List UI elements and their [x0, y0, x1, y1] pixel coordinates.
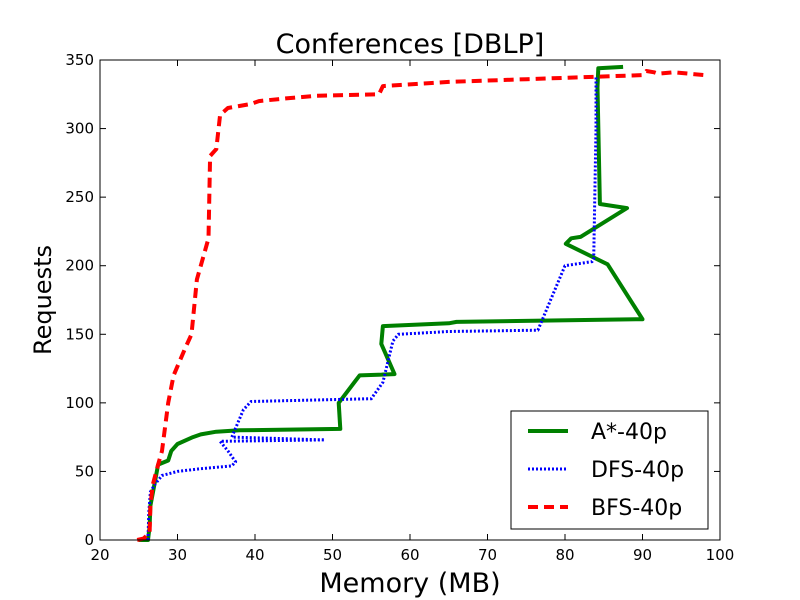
x-tick-label: 30 [168, 546, 187, 564]
x-axis-label: Memory (MB) [319, 568, 500, 599]
legend-label: DFS-40p [591, 458, 684, 483]
legend-label: A*-40p [591, 420, 667, 445]
x-tick-label: 60 [400, 546, 419, 564]
legend: A*-40p DFS-40p BFS-40p [510, 410, 709, 530]
y-axis-label: Requests [29, 245, 57, 355]
y-tick-label: 250 [65, 188, 94, 206]
y-tick-label: 0 [84, 531, 94, 549]
x-tick-label: 80 [555, 546, 574, 564]
chart-title: Conferences [DBLP] [276, 29, 545, 60]
x-tick-label: 20 [90, 546, 109, 564]
x-tick-label: 40 [245, 546, 264, 564]
y-tick-label: 200 [65, 257, 94, 275]
x-tick-label: 100 [706, 546, 735, 564]
y-tick-label: 50 [75, 462, 94, 480]
legend-label: BFS-40p [591, 496, 682, 521]
x-tick-label: 90 [633, 546, 652, 564]
series-line-bfs-40p [136, 69, 705, 542]
x-tick-label: 70 [478, 546, 497, 564]
x-tick-label: 50 [323, 546, 342, 564]
series-layer [136, 64, 705, 542]
y-tick-label: 350 [65, 51, 94, 69]
y-tick-label: 300 [65, 120, 94, 138]
axes-layer: 20 30 40 50 60 70 80 90 100 0 50 100 150 200 250 300 350 [65, 51, 734, 564]
y-tick-label: 100 [65, 394, 94, 412]
y-tick-label: 150 [65, 325, 94, 343]
